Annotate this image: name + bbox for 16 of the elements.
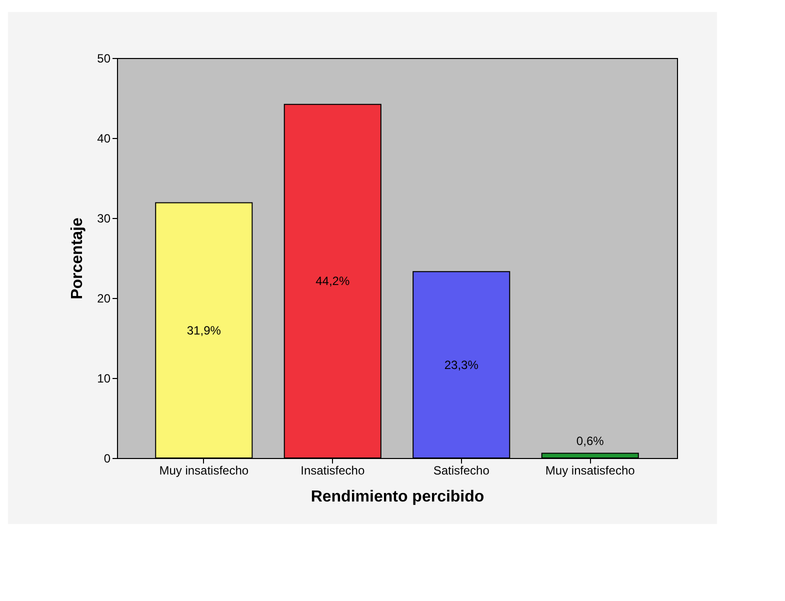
- x-tick-label: Insatisfecho: [300, 464, 365, 478]
- data-label: 44,2%: [316, 274, 350, 288]
- data-label: 23,3%: [444, 358, 479, 372]
- y-tick-label: 40: [97, 132, 111, 146]
- data-label: 31,9%: [186, 323, 222, 338]
- y-axis-title: Porcentaje: [69, 217, 86, 300]
- x-axis-title: Rendimiento percibido: [310, 488, 484, 506]
- y-tick-label: 20: [97, 292, 111, 306]
- x-tick-label: Satisfecho: [433, 464, 490, 478]
- y-tick-label: 10: [97, 372, 111, 386]
- data-label: 0,6%: [576, 434, 604, 448]
- x-tick-label: Muy insatisfecho: [545, 464, 636, 478]
- y-tick-label: 0: [104, 452, 111, 466]
- x-tick-label: Muy insatisfecho: [159, 464, 249, 478]
- y-tick-label: 30: [97, 212, 111, 226]
- y-tick-label: 50: [97, 52, 111, 66]
